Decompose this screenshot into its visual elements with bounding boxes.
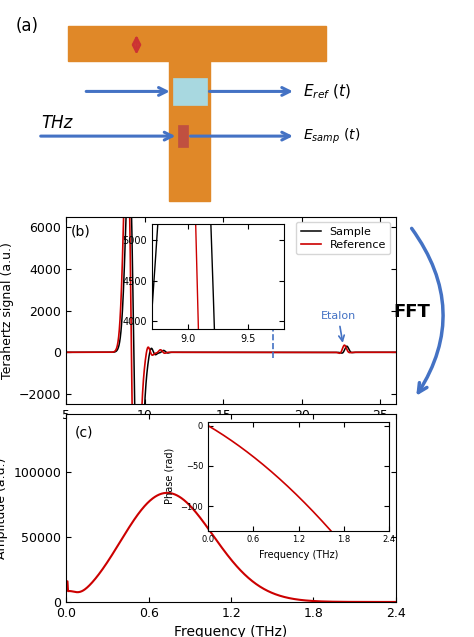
Y-axis label: Amplitude (a.u.): Amplitude (a.u.) — [0, 457, 8, 559]
Text: THz: THz — [41, 115, 73, 132]
Reference — [387, 348, 392, 356]
Reference — [190, 348, 196, 356]
Legend: Sample, Reference: Sample, Reference — [296, 222, 390, 254]
Text: $E_{ref}\ (t)$: $E_{ref}\ (t)$ — [303, 82, 352, 101]
Sample — [204, 348, 210, 356]
Reference — [101, 348, 107, 356]
Text: FFT: FFT — [393, 303, 430, 321]
Reference — [121, 218, 127, 226]
Sample — [64, 348, 69, 356]
Text: 10 K: 10 K — [252, 238, 280, 250]
Sample — [351, 348, 357, 356]
Sample — [101, 348, 107, 356]
Text: (a): (a) — [15, 17, 38, 34]
Text: $E_{samp}\ (t)$: $E_{samp}\ (t)$ — [303, 127, 361, 146]
Sample — [393, 348, 399, 356]
Reference — [393, 348, 399, 356]
Reference — [124, 122, 130, 130]
Bar — [169, 61, 210, 201]
Sample — [190, 348, 196, 356]
Bar — [173, 78, 207, 105]
Reference — [133, 575, 139, 582]
Sample — [136, 543, 141, 550]
Text: Etalon: Etalon — [320, 311, 356, 341]
Reference — [351, 348, 357, 356]
Bar — [178, 125, 188, 147]
Line: Sample: Sample — [66, 158, 396, 547]
Line: Reference: Reference — [66, 126, 396, 578]
Reference — [204, 348, 210, 356]
Bar — [68, 26, 326, 61]
Sample — [387, 348, 392, 356]
Y-axis label: Terahertz signal (a.u.): Terahertz signal (a.u.) — [0, 242, 14, 379]
Sample — [126, 154, 132, 162]
Sample — [121, 285, 127, 293]
Text: (c): (c) — [74, 426, 93, 440]
X-axis label: Time delay (ps): Time delay (ps) — [177, 428, 285, 442]
Reference — [64, 348, 69, 356]
X-axis label: Frequency (THz): Frequency (THz) — [174, 626, 288, 637]
Text: (b): (b) — [71, 225, 91, 239]
